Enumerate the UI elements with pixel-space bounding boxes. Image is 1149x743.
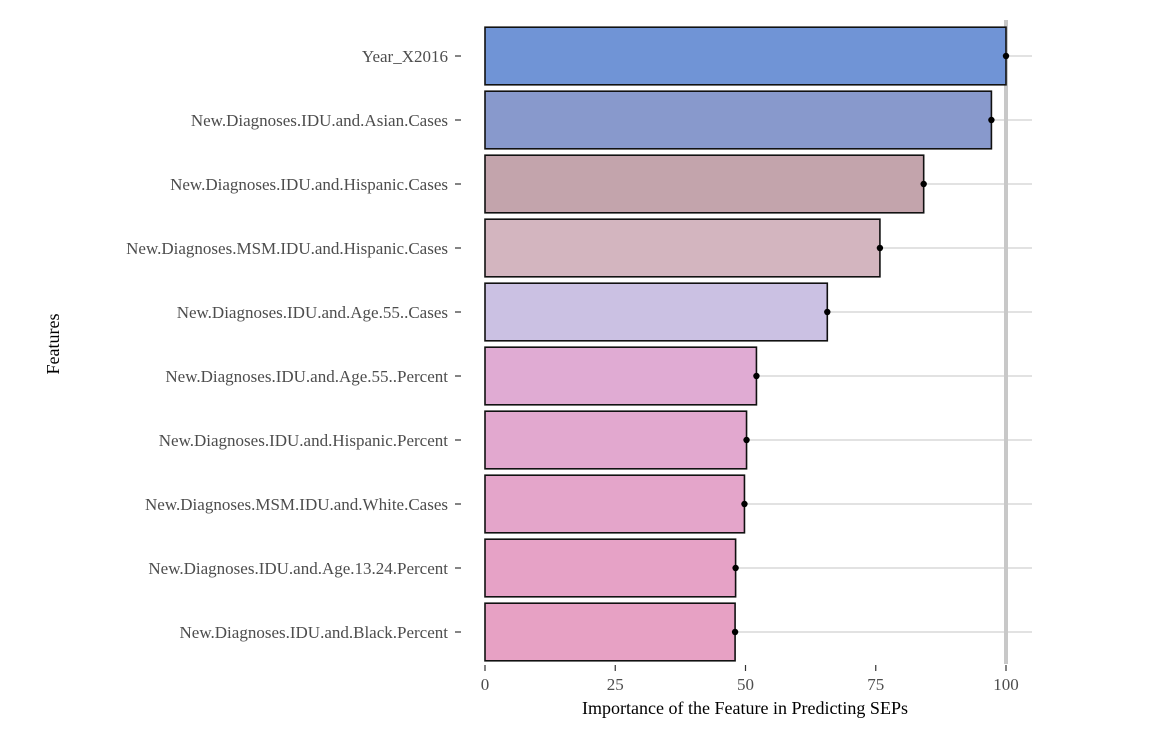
x-axis: 0 25 50 75 100	[481, 665, 1019, 694]
data-point	[731, 628, 739, 636]
data-point	[824, 308, 831, 316]
y-tick-label: New.Diagnoses.IDU.and.Age.13.24.Percent	[148, 559, 448, 578]
x-axis-title: Importance of the Feature in Predicting …	[582, 698, 908, 718]
bar	[484, 410, 748, 470]
x-tick-label: 0	[481, 675, 490, 694]
bar	[484, 602, 736, 662]
y-tick-label: New.Diagnoses.MSM.IDU.and.White.Cases	[145, 495, 448, 514]
bar	[484, 346, 758, 406]
bar	[484, 154, 925, 214]
x-tick-label: 50	[737, 675, 754, 694]
bar	[484, 474, 746, 534]
data-point	[741, 500, 748, 508]
y-tick-label: Year_X2016	[362, 47, 448, 66]
data-point	[1002, 52, 1010, 60]
data-point	[753, 372, 760, 380]
bar	[484, 26, 1007, 86]
bar	[484, 218, 881, 278]
points	[731, 52, 1010, 636]
y-tick-label: New.Diagnoses.IDU.and.Hispanic.Cases	[170, 175, 448, 194]
y-tick-label: New.Diagnoses.IDU.and.Age.55..Cases	[177, 303, 448, 322]
y-tick-label: New.Diagnoses.MSM.IDU.and.Hispanic.Cases	[126, 239, 448, 258]
data-point	[920, 180, 927, 188]
y-tick-label: New.Diagnoses.IDU.and.Black.Percent	[180, 623, 449, 642]
x-tick-label: 75	[867, 675, 884, 694]
data-point	[988, 116, 995, 124]
bars	[484, 26, 1007, 662]
bar	[484, 90, 993, 150]
y-tick-label: New.Diagnoses.IDU.and.Hispanic.Percent	[159, 431, 449, 450]
y-axis: Year_X2016 New.Diagnoses.IDU.and.Asian.Ca…	[126, 47, 461, 642]
data-point	[732, 564, 739, 572]
data-point	[743, 436, 750, 444]
x-tick-label: 100	[993, 675, 1019, 694]
y-tick-label: New.Diagnoses.IDU.and.Asian.Cases	[191, 111, 448, 130]
y-axis-title: Features	[43, 314, 63, 375]
y-tick-label: New.Diagnoses.IDU.and.Age.55..Percent	[165, 367, 448, 386]
data-point	[876, 244, 884, 252]
bar	[484, 538, 737, 598]
bar	[484, 282, 829, 342]
x-tick-label: 25	[607, 675, 624, 694]
